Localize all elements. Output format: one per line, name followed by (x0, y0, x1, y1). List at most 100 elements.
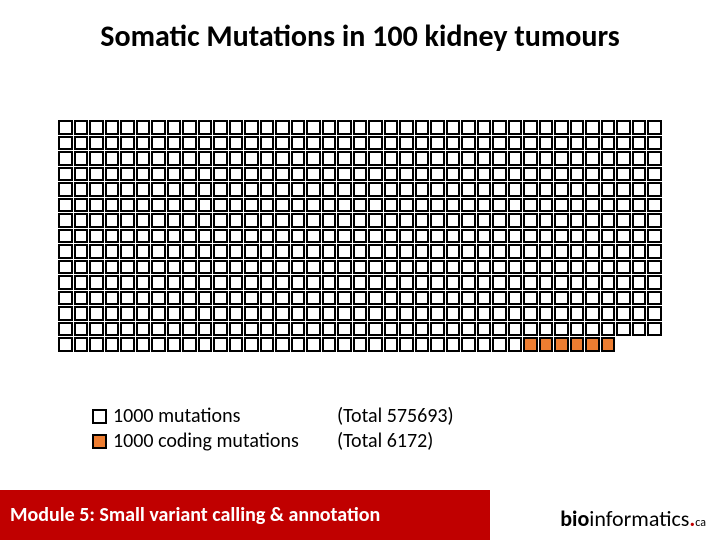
grid-cell (213, 291, 228, 306)
grid-cell (430, 213, 445, 228)
grid-cell (508, 213, 523, 228)
grid-cell (570, 322, 585, 337)
grid-cell (120, 260, 135, 275)
grid-cell (508, 136, 523, 151)
grid-cell (461, 322, 476, 337)
grid-cell (368, 229, 383, 244)
grid-cell (213, 182, 228, 197)
grid-cell (508, 244, 523, 259)
grid-cell (492, 291, 507, 306)
grid-cell (260, 229, 275, 244)
grid-cell (337, 260, 352, 275)
grid-cell (105, 151, 120, 166)
grid-cell (539, 275, 554, 290)
grid-cell (632, 120, 647, 135)
grid-cell (508, 291, 523, 306)
grid-cell (647, 244, 662, 259)
grid-cell (167, 198, 182, 213)
grid-cell (368, 136, 383, 151)
grid-cell (58, 229, 73, 244)
grid-cell (353, 198, 368, 213)
grid-cell (415, 291, 430, 306)
grid-cell (430, 275, 445, 290)
grid-cell (260, 275, 275, 290)
grid-cell (508, 229, 523, 244)
grid-cell (461, 182, 476, 197)
grid-cell (244, 337, 259, 352)
grid-cell (120, 198, 135, 213)
grid-cell (151, 306, 166, 321)
grid-cell (306, 260, 321, 275)
grid-cell (647, 322, 662, 337)
grid-cell (601, 120, 616, 135)
grid-cell (260, 337, 275, 352)
grid-cell (105, 213, 120, 228)
grid-cell (105, 229, 120, 244)
grid-cell (415, 198, 430, 213)
grid-cell (244, 306, 259, 321)
grid-cell (430, 136, 445, 151)
grid-cell (368, 167, 383, 182)
grid-cell (322, 291, 337, 306)
grid-cell (477, 120, 492, 135)
grid-cell (244, 275, 259, 290)
grid-cell (306, 120, 321, 135)
grid-cell (291, 322, 306, 337)
grid-cell (105, 198, 120, 213)
grid-cell (539, 182, 554, 197)
grid-cell (213, 306, 228, 321)
grid-cell (275, 291, 290, 306)
grid-cell (337, 151, 352, 166)
grid-cell (198, 260, 213, 275)
grid-cell (275, 275, 290, 290)
grid-cell (415, 167, 430, 182)
grid-cell (58, 306, 73, 321)
grid-cell (306, 136, 321, 151)
grid-cell (105, 260, 120, 275)
footer-brand: bioinformatics.ca (560, 505, 706, 532)
grid-cell (182, 182, 197, 197)
grid-cell (632, 322, 647, 337)
grid-cell (415, 275, 430, 290)
grid-cell (337, 198, 352, 213)
grid-cell (275, 322, 290, 337)
grid-cell (260, 120, 275, 135)
grid-cell (167, 136, 182, 151)
grid-cell (616, 260, 631, 275)
grid-cell (632, 167, 647, 182)
grid-cell (368, 337, 383, 352)
grid-cell (337, 322, 352, 337)
grid-cell (151, 260, 166, 275)
grid-cell (260, 306, 275, 321)
grid-cell (306, 337, 321, 352)
grid-cell (539, 322, 554, 337)
grid-cell (167, 260, 182, 275)
grid-cell (570, 213, 585, 228)
grid-cell-coding (523, 337, 538, 352)
grid-cell (198, 229, 213, 244)
grid-cell (523, 182, 538, 197)
grid-cell (492, 213, 507, 228)
grid-cell (213, 337, 228, 352)
grid-cell (275, 244, 290, 259)
grid-cell (322, 306, 337, 321)
grid-cell (415, 260, 430, 275)
grid-cell (322, 151, 337, 166)
grid-cell (554, 167, 569, 182)
grid-cell (58, 213, 73, 228)
grid-cell (384, 322, 399, 337)
grid-cell (539, 167, 554, 182)
grid-cell (632, 244, 647, 259)
grid-cell (539, 229, 554, 244)
grid-cell (105, 306, 120, 321)
grid-cell (337, 213, 352, 228)
grid-cell (89, 120, 104, 135)
grid-cell (632, 260, 647, 275)
grid-cell (182, 213, 197, 228)
legend-label-coding: 1000 coding mutations (113, 429, 331, 454)
grid-cell (616, 244, 631, 259)
grid-cell (446, 182, 461, 197)
grid-cell (105, 275, 120, 290)
grid-cell (58, 322, 73, 337)
grid-cell (167, 120, 182, 135)
